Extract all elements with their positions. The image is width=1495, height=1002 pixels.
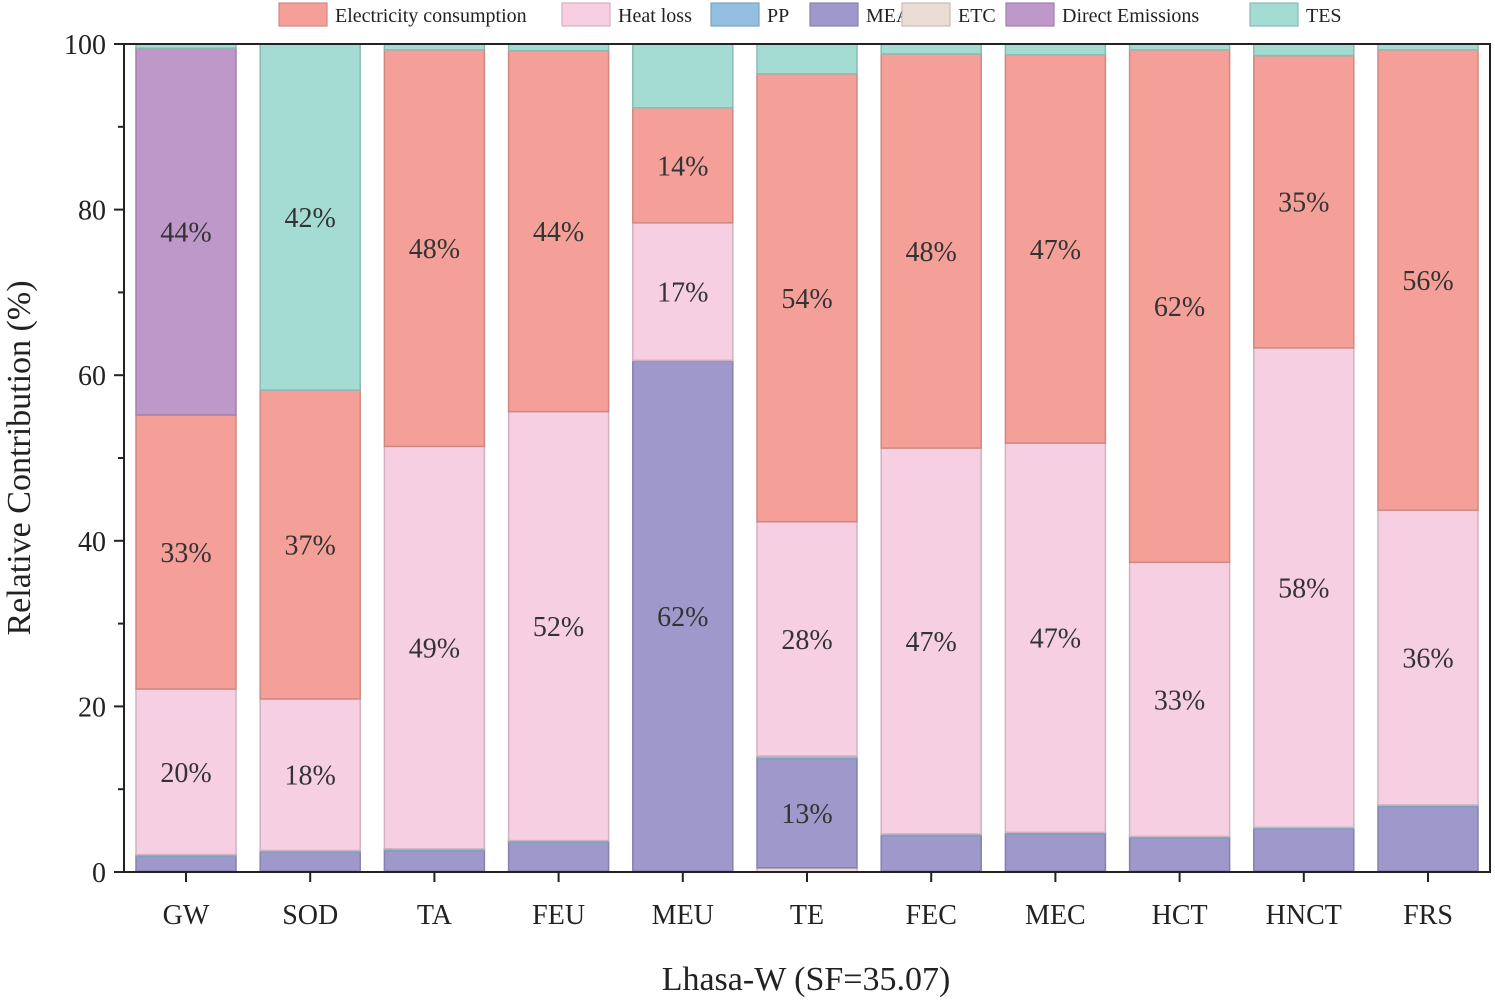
bar-hnct-tes [1253, 43, 1355, 57]
bar-te-mea [756, 757, 858, 869]
bar-meu-electricity-consumption [632, 107, 734, 224]
y-tick-label: 40 [78, 527, 106, 558]
legend-label-electricity-consumption: Electricity consumption [335, 5, 527, 27]
label-meu-electricity-consumption: 14% [657, 151, 708, 182]
legend-swatch-heat-loss [561, 2, 611, 27]
bar-feu-mea [507, 841, 610, 872]
x-tick-label-hnct: HNCT [1266, 900, 1342, 931]
label-gw-direct-emissions: 44% [160, 218, 211, 249]
label-ta-electricity-consumption: 48% [409, 234, 460, 265]
bar-sod-heat-loss [259, 698, 361, 852]
legend-label-heat-loss: Heat loss [618, 5, 692, 27]
bar-meu-heat-loss [632, 222, 734, 362]
bar-mec-heat-loss [1004, 442, 1107, 834]
label-hct-heat-loss: 33% [1154, 685, 1205, 716]
bar-ta-mea [383, 849, 486, 872]
bar-meu-mea [632, 360, 734, 872]
bar-ta-electricity-consumption [383, 49, 486, 448]
bar-fec-mea [880, 834, 982, 872]
label-fec-heat-loss: 47% [906, 627, 957, 658]
legend-swatch-electricity-consumption [278, 2, 328, 27]
label-te-heat-loss: 28% [781, 625, 832, 656]
legend: Electricity consumption Heat loss PP MEA ETC… [278, 2, 1342, 27]
label-mec-electricity-consumption: 47% [1030, 235, 1081, 266]
x-tick-label-gw: GW [163, 900, 210, 931]
bar-te-heat-loss [756, 521, 858, 757]
y-axis-title: Relative Contribution (%) [1, 280, 38, 635]
bar-te-tes [756, 43, 858, 75]
label-meu-mea: 62% [657, 602, 708, 633]
label-te-mea: 13% [781, 799, 832, 830]
x-axis-title: Lhasa-W (SF=35.07) [662, 961, 951, 998]
y-tick-label: 20 [78, 692, 106, 723]
label-ta-heat-loss: 49% [409, 634, 460, 665]
label-frs-electricity-consumption: 56% [1402, 266, 1453, 297]
label-frs-heat-loss: 36% [1402, 644, 1453, 675]
label-hnct-heat-loss: 58% [1278, 574, 1329, 605]
bar-mec-tes [1004, 43, 1107, 56]
label-feu-electricity-consumption: 44% [533, 217, 584, 248]
legend-label-direct-emissions: Direct Emissions [1062, 5, 1199, 27]
label-sod-tes: 42% [285, 203, 336, 234]
label-hct-electricity-consumption: 62% [1154, 292, 1205, 323]
percent-labels: 44% 33% 20% 42% 37% 18% 48% 49% 44% 52% 14% 17% 62% 5… [160, 151, 1453, 830]
bar-hnct-electricity-consumption [1253, 54, 1355, 349]
bar-feu-heat-loss [507, 410, 610, 842]
label-hnct-electricity-consumption: 35% [1278, 188, 1329, 219]
legend-label-tes: TES [1306, 5, 1342, 27]
bar-ta-heat-loss [383, 445, 486, 850]
y-tick-label: 80 [78, 196, 106, 227]
label-gw-electricity-consumption: 33% [160, 538, 211, 569]
bar-gw-electricity-consumption [135, 414, 237, 690]
label-mec-heat-loss: 47% [1030, 624, 1081, 655]
bar-feu-electricity-consumption [507, 49, 610, 413]
legend-swatch-direct-emissions [1005, 2, 1055, 27]
x-tick-label-sod: SOD [282, 900, 338, 931]
bar-sod-mea [259, 851, 361, 872]
bar-frs-heat-loss [1377, 509, 1479, 806]
bar-gw-mea [135, 855, 237, 872]
legend-swatch-mea [809, 2, 859, 27]
bar-fec-electricity-consumption [880, 53, 982, 449]
y-tick-label: 60 [78, 361, 106, 392]
label-sod-electricity-consumption: 37% [285, 531, 336, 562]
label-te-electricity-consumption: 54% [781, 284, 832, 315]
bar-te-electricity-consumption [756, 73, 858, 523]
bar-hnct-mea [1253, 828, 1355, 872]
axes: 0 20 40 60 80 100 GW SOD TA FEU MEU TE FEC MEC HCT HNCT… [64, 30, 1491, 931]
legend-swatch-tes [1249, 2, 1299, 27]
y-tick-label: 0 [92, 858, 106, 889]
x-tick-label-fec: FEC [906, 900, 957, 931]
x-tick-label-frs: FRS [1403, 900, 1453, 931]
label-sod-heat-loss: 18% [285, 761, 336, 792]
bar-fec-tes [880, 43, 982, 55]
bar-gw-heat-loss [135, 688, 237, 856]
bar-mec-mea [1004, 833, 1107, 872]
label-meu-heat-loss: 17% [657, 278, 708, 309]
legend-swatch-etc [901, 2, 951, 27]
bar-hct-heat-loss [1128, 561, 1231, 838]
bar-frs-mea [1377, 805, 1479, 872]
bar-sod-electricity-consumption [259, 389, 361, 700]
x-tick-label-te: TE [790, 900, 824, 931]
label-feu-heat-loss: 52% [533, 612, 584, 643]
x-tick-label-meu: MEU [652, 900, 714, 931]
bars [135, 43, 1479, 873]
label-gw-heat-loss: 20% [160, 758, 211, 789]
legend-swatch-pp [710, 2, 760, 27]
y-tick-label: 100 [64, 30, 106, 61]
legend-label-mea: MEA [866, 5, 911, 27]
bar-sod-tes [259, 43, 361, 391]
x-tick-label-ta: TA [417, 900, 453, 931]
x-tick-label-mec: MEC [1025, 900, 1086, 931]
x-tick-label-feu: FEU [532, 900, 585, 931]
legend-label-pp: PP [767, 5, 789, 27]
legend-label-etc: ETC [958, 5, 996, 27]
bar-hct-mea [1128, 837, 1231, 872]
label-fec-electricity-consumption: 48% [906, 237, 957, 268]
x-tick-label-hct: HCT [1152, 900, 1208, 931]
bar-frs-electricity-consumption [1377, 49, 1479, 511]
bar-meu-tes [632, 43, 734, 109]
